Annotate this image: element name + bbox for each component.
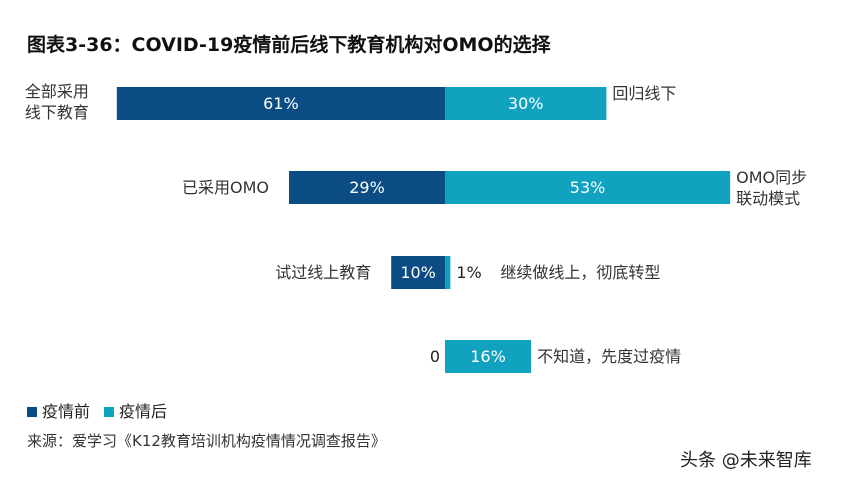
bar-before-1 bbox=[288, 171, 445, 204]
bar-before-2 bbox=[391, 256, 445, 289]
data-label-after-1: 53% bbox=[570, 178, 606, 197]
category-label-0: 全部采用线下教育 bbox=[24, 82, 89, 122]
chart-title: 图表3-36：COVID-19疫情前后线下教育机构对OMO的选择 bbox=[27, 34, 551, 56]
right-label-0: 回归线下 bbox=[612, 84, 677, 103]
right-label-3: 不知道，先度过疫情 bbox=[537, 346, 682, 366]
data-label-before-0: 61% bbox=[263, 94, 299, 113]
data-label-before-2: 10% bbox=[400, 263, 436, 282]
legend-item-after: 疫情后 bbox=[104, 398, 167, 422]
data-label-after-3: 16% bbox=[470, 347, 506, 366]
watermark: 头条 @未来智库 bbox=[680, 450, 812, 471]
bar-after-2 bbox=[445, 256, 451, 289]
category-label-1: 已采用OMO bbox=[181, 177, 269, 197]
right-label-1: OMO同步联动模式 bbox=[736, 168, 808, 208]
source-note: 来源：爱学习《K12教育培训机构疫情情况调查报告》 bbox=[27, 432, 386, 450]
bar-after-0 bbox=[445, 87, 607, 120]
bar-after-1 bbox=[445, 171, 731, 204]
legend-swatch-after bbox=[104, 407, 115, 417]
data-label-before-1: 29% bbox=[349, 178, 385, 197]
data-label-before-3: 0 bbox=[430, 347, 440, 366]
category-label-2: 试过线上教育 bbox=[275, 262, 372, 282]
right-label-2: 继续做线上，彻底转型 bbox=[500, 262, 661, 282]
bar-after-3 bbox=[445, 340, 532, 373]
legend: 疫情前 疫情后 bbox=[27, 398, 167, 422]
bar-before-0 bbox=[116, 87, 445, 120]
legend-swatch-before bbox=[27, 407, 37, 417]
data-label-after-0: 30% bbox=[508, 94, 544, 113]
legend-label-after: 疫情后 bbox=[119, 402, 168, 421]
legend-item-before: 疫情前 bbox=[27, 398, 90, 422]
data-label-after-2: 1% bbox=[456, 263, 481, 282]
legend-label-before: 疫情前 bbox=[42, 402, 91, 421]
